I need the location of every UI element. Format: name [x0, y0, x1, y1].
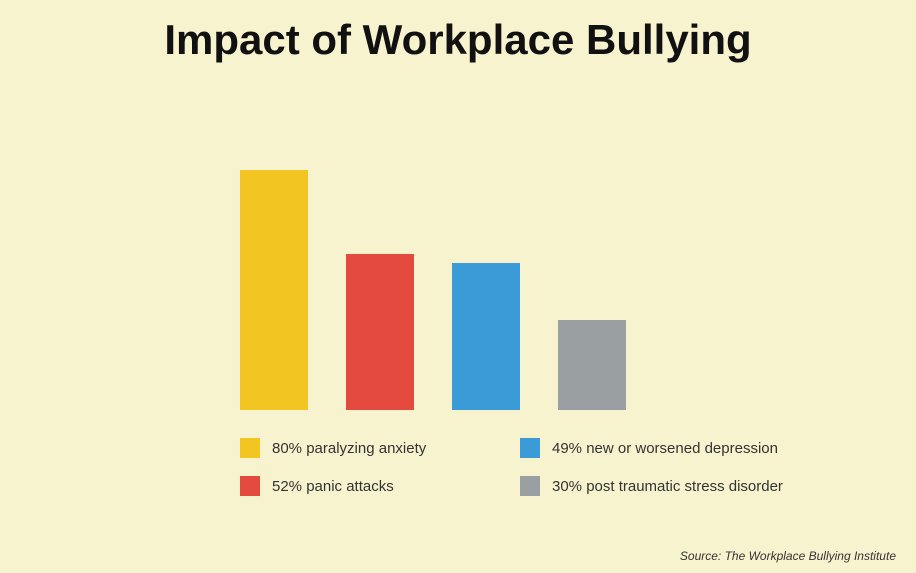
- legend-item: 30% post traumatic stress disorder: [520, 476, 820, 496]
- legend-label: 49% new or worsened depression: [552, 440, 778, 457]
- source-attribution: Source: The Workplace Bullying Institute: [680, 549, 896, 563]
- legend-item: 80% paralyzing anxiety: [240, 438, 500, 458]
- bar-1: [346, 254, 414, 410]
- legend-item: 52% panic attacks: [240, 476, 500, 496]
- bar-0: [240, 170, 308, 410]
- legend-swatch: [520, 476, 540, 496]
- legend-swatch: [240, 476, 260, 496]
- bar-2: [452, 263, 520, 410]
- legend-item: 49% new or worsened depression: [520, 438, 820, 458]
- legend-swatch: [520, 438, 540, 458]
- legend-label: 30% post traumatic stress disorder: [552, 478, 783, 495]
- legend-swatch: [240, 438, 260, 458]
- infographic-canvas: Impact of Workplace Bullying 80% paralyz…: [0, 0, 916, 573]
- bar-chart: [240, 110, 680, 410]
- chart-title: Impact of Workplace Bullying: [0, 0, 916, 62]
- legend: 80% paralyzing anxiety 49% new or worsene…: [240, 438, 800, 496]
- bar-3: [558, 320, 626, 410]
- legend-label: 80% paralyzing anxiety: [272, 440, 426, 457]
- legend-label: 52% panic attacks: [272, 478, 394, 495]
